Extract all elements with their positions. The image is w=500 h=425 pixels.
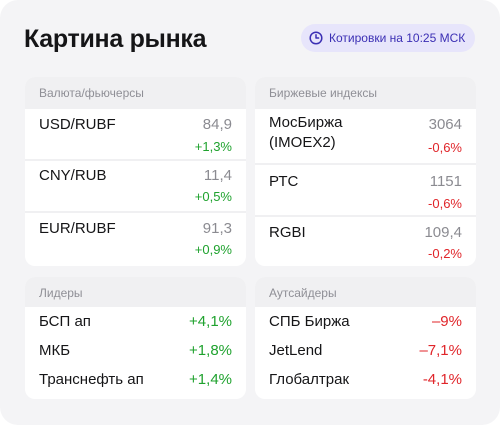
leaders-card: Лидеры БСП ап +4,1% МКБ +1,8% Транснефть… xyxy=(25,277,246,399)
stock-change: –7,1% xyxy=(419,342,462,359)
stock-change: +4,1% xyxy=(189,313,232,330)
list-item: USD/RUBF 84,9 +1,3% xyxy=(25,107,246,159)
list-item: JetLend –7,1% xyxy=(255,336,476,365)
instrument-change: -0,6% xyxy=(428,140,462,155)
stock-change: –9% xyxy=(431,313,462,330)
clock-icon xyxy=(309,31,323,45)
stock-change: -4,1% xyxy=(422,371,462,388)
list-item: МКБ +1,8% xyxy=(25,336,246,365)
stock-name: БСП ап xyxy=(39,313,91,330)
instrument-change: +1,3% xyxy=(194,139,232,154)
list-item: БСП ап +4,1% xyxy=(25,307,246,336)
instrument-name: РТС xyxy=(269,173,299,190)
indices-card-header: Биржевые индексы xyxy=(255,77,476,107)
page-title: Картина рынка xyxy=(24,25,207,53)
list-item: RGBI 109,4 -0,2% xyxy=(255,215,476,266)
list-item: CNY/RUB 11,4 +0,5% xyxy=(25,159,246,211)
instrument-name: CNY/RUB xyxy=(39,167,107,184)
instrument-change: +0,9% xyxy=(194,242,232,257)
stock-name: МКБ xyxy=(39,342,71,359)
instrument-name: МосБиржа (IMOEX2) xyxy=(269,113,342,153)
list-item: МосБиржа (IMOEX2) 3064 -0,6% xyxy=(255,107,476,163)
instrument-price: 11,4 xyxy=(203,167,232,184)
list-item: Транснефть ап +1,4% xyxy=(25,365,246,394)
instrument-name: USD/RUBF xyxy=(39,116,116,133)
stock-name: JetLend xyxy=(269,342,323,359)
instrument-change: -0,2% xyxy=(428,246,462,261)
currency-card: Валюта/фьючерсы USD/RUBF 84,9 +1,3% CNY/… xyxy=(25,77,246,266)
outsiders-card: Аутсайдеры СПБ Биржа –9% JetLend –7,1% Г… xyxy=(255,277,476,399)
instrument-price: 3064 xyxy=(428,116,462,133)
instrument-price: 1151 xyxy=(429,173,462,190)
instrument-name-line2: (IMOEX2) xyxy=(269,134,336,151)
stock-name: СПБ Биржа xyxy=(269,313,350,330)
leaders-card-header: Лидеры xyxy=(25,277,246,307)
instrument-name: EUR/RUBF xyxy=(39,220,116,237)
list-item: Глобалтрак -4,1% xyxy=(255,365,476,394)
list-item: EUR/RUBF 91,3 +0,9% xyxy=(25,211,246,266)
outsiders-card-header: Аутсайдеры xyxy=(255,277,476,307)
stock-name: Транснефть ап xyxy=(39,371,144,388)
quote-time-label: Котировки на 10:25 МСК xyxy=(329,31,466,45)
instrument-price: 84,9 xyxy=(202,116,232,133)
quote-time-badge: Котировки на 10:25 МСК xyxy=(301,24,476,52)
instrument-change: +0,5% xyxy=(194,189,232,204)
list-item: РТС 1151 -0,6% xyxy=(255,163,476,215)
instrument-name: RGBI xyxy=(269,224,306,241)
list-item: СПБ Биржа –9% xyxy=(255,307,476,336)
instrument-change: -0,6% xyxy=(428,196,462,211)
currency-card-header: Валюта/фьючерсы xyxy=(25,77,246,107)
instrument-name-line1: МосБиржа xyxy=(269,114,343,131)
instrument-price: 109,4 xyxy=(424,224,462,241)
stock-change: +1,4% xyxy=(189,371,232,388)
instrument-price: 91,3 xyxy=(202,220,232,237)
stock-name: Глобалтрак xyxy=(269,371,350,388)
indices-card: Биржевые индексы МосБиржа (IMOEX2) 3064 -… xyxy=(255,77,476,266)
stock-change: +1,8% xyxy=(189,342,232,359)
